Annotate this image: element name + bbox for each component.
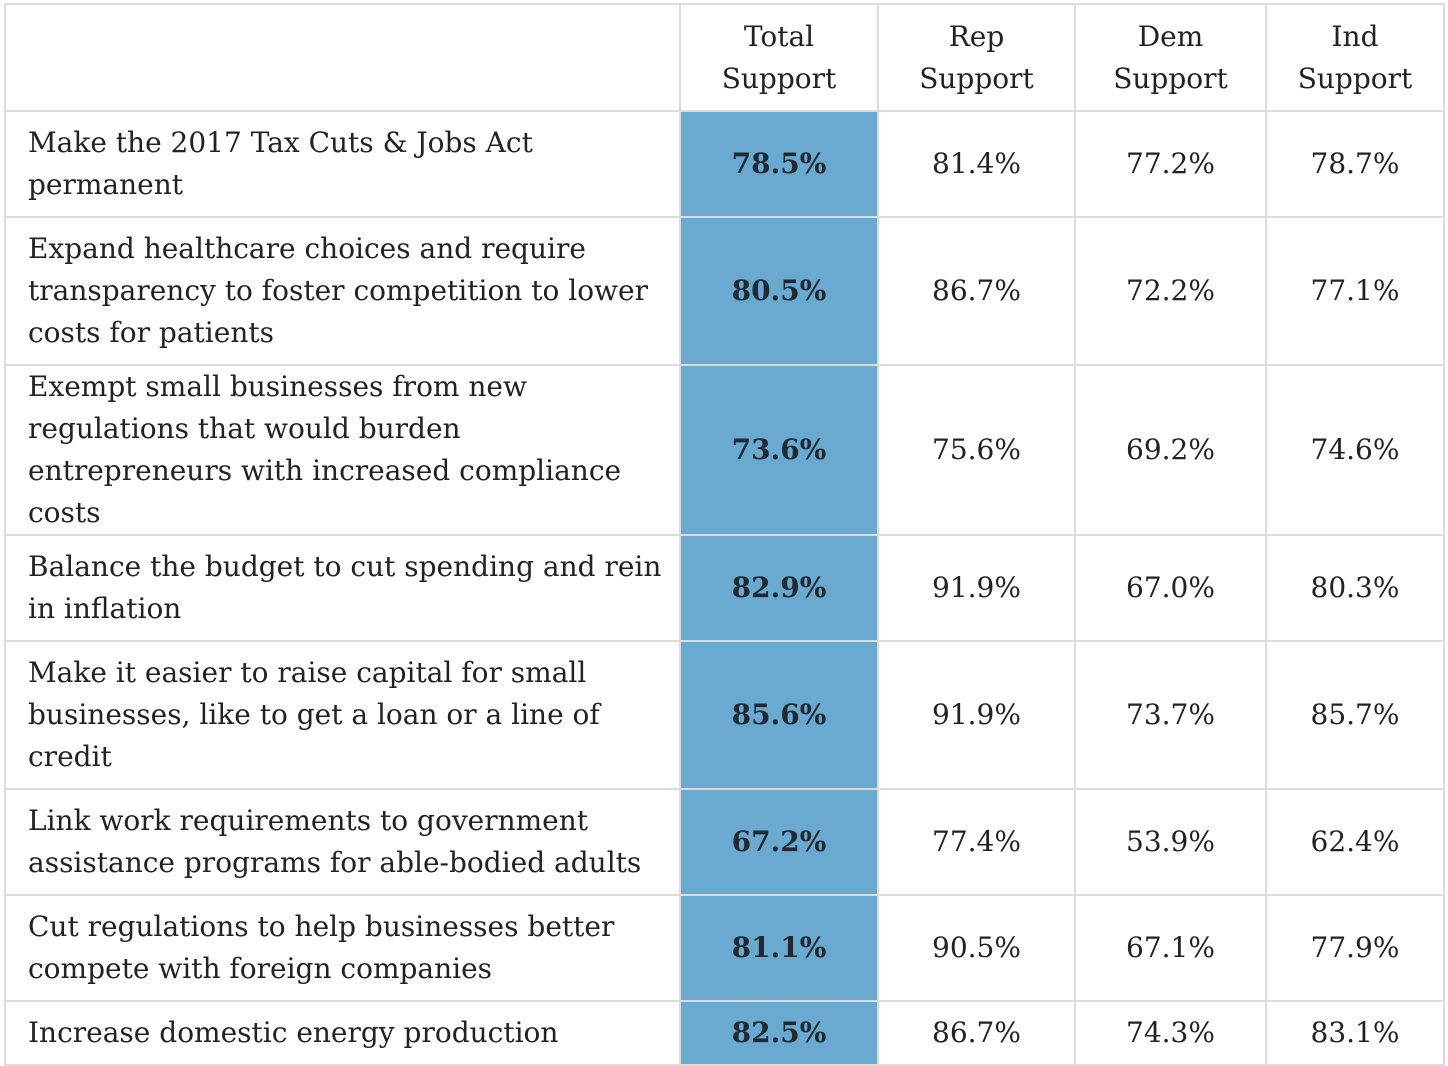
ind-support-cell: 78.7% <box>1265 110 1445 218</box>
rep-support-cell: 90.5% <box>877 894 1076 1002</box>
table-row: Balance the budget to cut spending and r… <box>4 534 1445 642</box>
ind-support-cell: 83.1% <box>1265 1000 1445 1066</box>
policy-cell: Increase domestic energy production <box>4 1000 681 1066</box>
table-row: Make it easier to raise capital for smal… <box>4 640 1445 790</box>
policy-cell: Make the 2017 Tax Cuts & Jobs Act perman… <box>4 110 681 218</box>
dem-support-cell: 69.2% <box>1074 364 1267 536</box>
total-support-cell: 73.6% <box>679 364 879 536</box>
table-row: Cut regulations to help businesses bette… <box>4 894 1445 1002</box>
ind-support-cell: 85.7% <box>1265 640 1445 790</box>
total-support-cell: 78.5% <box>679 110 879 218</box>
total-support-cell: 81.1% <box>679 894 879 1002</box>
dem-support-cell: 67.0% <box>1074 534 1267 642</box>
table-row: Link work requirements to government ass… <box>4 788 1445 896</box>
header-rep-line2: Support <box>919 61 1034 95</box>
rep-support-cell: 86.7% <box>877 216 1076 366</box>
total-support-cell: 80.5% <box>679 216 879 366</box>
dem-support-cell: 72.2% <box>1074 216 1267 366</box>
policy-cell: Link work requirements to government ass… <box>4 788 681 896</box>
dem-support-cell: 77.2% <box>1074 110 1267 218</box>
header-dem-line2: Support <box>1113 61 1228 95</box>
ind-support-cell: 62.4% <box>1265 788 1445 896</box>
table-row: Exempt small businesses from new regulat… <box>4 364 1445 536</box>
rep-support-cell: 91.9% <box>877 534 1076 642</box>
header-ind-line1: Ind <box>1331 19 1379 53</box>
header-ind-support: Ind Support <box>1265 3 1445 112</box>
dem-support-cell: 53.9% <box>1074 788 1267 896</box>
rep-support-cell: 91.9% <box>877 640 1076 790</box>
table-row: Expand healthcare choices and require tr… <box>4 216 1445 366</box>
total-support-cell: 67.2% <box>679 788 879 896</box>
rep-support-cell: 81.4% <box>877 110 1076 218</box>
support-table: Total Support Rep Support Dem Support In… <box>4 3 1445 1066</box>
policy-cell: Balance the budget to cut spending and r… <box>4 534 681 642</box>
header-total-line1: Total <box>743 19 815 53</box>
header-dem-support: Dem Support <box>1074 3 1267 112</box>
total-support-cell: 85.6% <box>679 640 879 790</box>
table-row: Increase domestic energy production 82.5… <box>4 1000 1445 1066</box>
header-rep-line1: Rep <box>948 19 1005 53</box>
policy-cell: Expand healthcare choices and require tr… <box>4 216 681 366</box>
dem-support-cell: 74.3% <box>1074 1000 1267 1066</box>
rep-support-cell: 86.7% <box>877 1000 1076 1066</box>
ind-support-cell: 74.6% <box>1265 364 1445 536</box>
ind-support-cell: 77.9% <box>1265 894 1445 1002</box>
policy-cell: Exempt small businesses from new regulat… <box>4 364 681 536</box>
header-dem-line1: Dem <box>1137 19 1204 53</box>
ind-support-cell: 77.1% <box>1265 216 1445 366</box>
header-total-support: Total Support <box>679 3 879 112</box>
ind-support-cell: 80.3% <box>1265 534 1445 642</box>
header-total-line2: Support <box>721 61 837 95</box>
rep-support-cell: 75.6% <box>877 364 1076 536</box>
header-empty <box>4 3 681 112</box>
table-row: Make the 2017 Tax Cuts & Jobs Act perman… <box>4 110 1445 218</box>
policy-cell: Cut regulations to help businesses bette… <box>4 894 681 1002</box>
total-support-cell: 82.9% <box>679 534 879 642</box>
dem-support-cell: 67.1% <box>1074 894 1267 1002</box>
total-support-cell: 82.5% <box>679 1000 879 1066</box>
dem-support-cell: 73.7% <box>1074 640 1267 790</box>
header-ind-line2: Support <box>1297 61 1413 95</box>
header-rep-support: Rep Support <box>877 3 1076 112</box>
header-row: Total Support Rep Support Dem Support In… <box>4 3 1445 112</box>
policy-cell: Make it easier to raise capital for smal… <box>4 640 681 790</box>
rep-support-cell: 77.4% <box>877 788 1076 896</box>
